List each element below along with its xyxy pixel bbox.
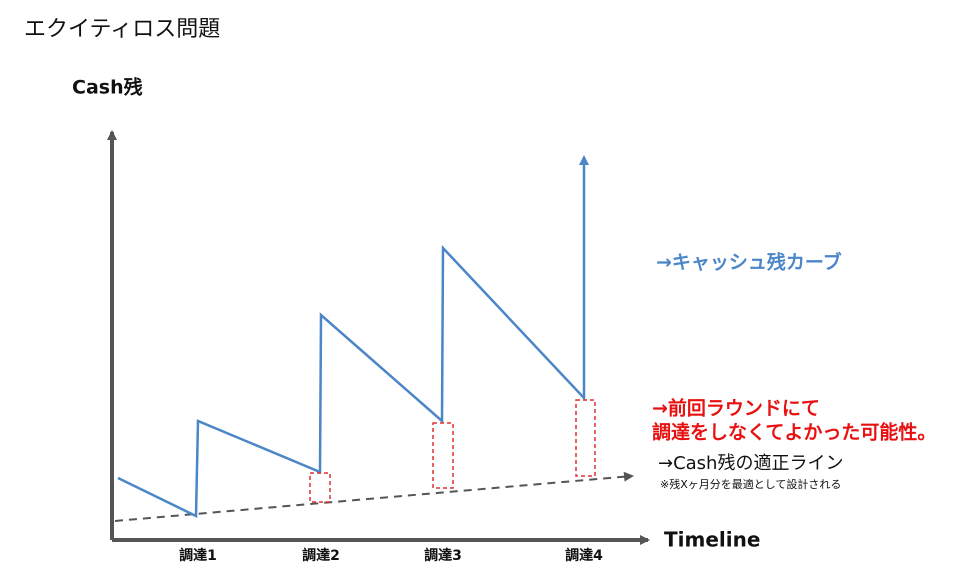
warning-annotation: 調達をしなくてよかった可能性。 — [652, 421, 936, 444]
round-label: 調達3 — [424, 547, 462, 564]
highlight-box — [575, 399, 596, 477]
curve-annotation: →キャッシュ残カーブ — [656, 251, 842, 274]
line-annotation: →Cash残の適正ライン — [658, 453, 843, 474]
x-axis-label: Timeline — [664, 528, 760, 552]
round-label: 調達1 — [179, 547, 217, 564]
cash-curve — [117, 155, 589, 518]
title: エクイティロス問題 — [24, 17, 220, 42]
line-note: ※残Xヶ月分を最適として設計される — [660, 477, 841, 491]
highlight-box — [309, 472, 331, 503]
y-axis-label: Cash残 — [72, 76, 143, 99]
highlight-box — [432, 422, 454, 489]
warning-annotation: →前回ラウンドにて — [652, 397, 820, 420]
optimal-line — [114, 471, 634, 522]
round-label: 調達4 — [565, 547, 603, 564]
round-label: 調達2 — [302, 547, 340, 564]
